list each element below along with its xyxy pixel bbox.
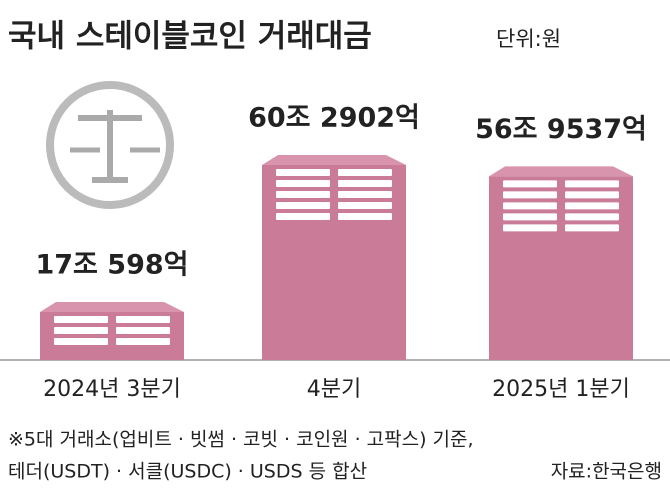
book — [338, 169, 392, 176]
book — [503, 224, 557, 232]
source: 자료:한국은행 — [551, 461, 662, 483]
book — [276, 191, 330, 198]
book — [54, 315, 108, 323]
scale-icon — [46, 81, 174, 209]
value-label: 56조 9537억 — [475, 114, 647, 145]
footnote: 테더(USDT) · 서클(USDC) · USDS 등 합산 — [8, 461, 367, 483]
book — [276, 169, 330, 176]
book — [338, 191, 392, 198]
book — [116, 326, 170, 334]
book — [54, 337, 108, 345]
book — [276, 180, 330, 187]
value-label: 17조 598억 — [35, 249, 188, 280]
value-label: 60조 2902억 — [248, 103, 420, 134]
bar-top — [489, 166, 633, 177]
book — [503, 202, 557, 210]
chart-title: 국내 스테이블코인 거래대금 — [8, 19, 372, 55]
book — [338, 202, 392, 209]
book — [116, 337, 170, 345]
bar-top — [262, 155, 406, 165]
unit-note: 단위:원 — [496, 27, 561, 51]
book — [503, 180, 557, 188]
book — [338, 213, 392, 220]
book — [565, 213, 619, 221]
book — [276, 213, 330, 220]
book — [565, 202, 619, 210]
book — [276, 202, 330, 209]
book — [565, 191, 619, 199]
book — [565, 224, 619, 232]
book — [503, 191, 557, 199]
book — [116, 315, 170, 323]
bar-top — [40, 301, 184, 312]
x-tick-label: 4분기 — [307, 377, 361, 402]
book — [54, 326, 108, 334]
book — [565, 180, 619, 188]
x-tick-label: 2024년 3분기 — [43, 377, 181, 402]
footnote: ※5대 거래소(업비트 · 빗썸 · 코빗 · 코인원 · 고팍스) 기준, — [8, 429, 474, 451]
book — [338, 180, 392, 187]
book — [503, 213, 557, 221]
x-tick-label: 2025년 1분기 — [492, 377, 630, 402]
